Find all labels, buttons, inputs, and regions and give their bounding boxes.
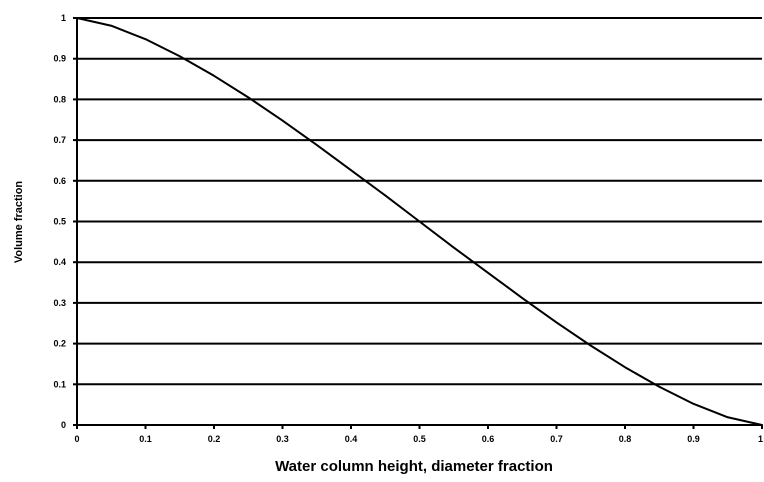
y-tick-label-5: 0.5: [53, 217, 66, 227]
y-tick-label-9: 0.9: [53, 54, 66, 64]
y-tick-label-0: 0: [61, 420, 66, 430]
x-tick-labels: 0 0.1 0.2 0.3 0.4 0.5 0.6 0.7 0.8 0.9 1: [74, 434, 763, 444]
y-tick-label-3: 0.3: [53, 298, 66, 308]
gridlines: [77, 17, 762, 386]
y-tick-label-8: 0.8: [53, 94, 66, 104]
x-tick-label-3: 0.3: [276, 434, 289, 444]
y-tick-label-7: 0.7: [53, 135, 66, 145]
x-tick-label-4: 0.4: [345, 434, 358, 444]
axes: [73, 17, 763, 429]
x-tick-label-9: 0.9: [687, 434, 700, 444]
x-tick-label-8: 0.8: [619, 434, 632, 444]
y-tick-label-4: 0.4: [53, 257, 66, 267]
y-axis-title: Volume fraction: [13, 181, 25, 264]
x-tick-label-6: 0.6: [482, 434, 495, 444]
x-tick-label-7: 0.7: [550, 434, 563, 444]
y-tick-labels: 0 0.1 0.2 0.3 0.4 0.5 0.6 0.7 0.8 0.9 1: [53, 13, 66, 430]
x-tick-label-0: 0: [74, 434, 79, 444]
x-tick-label-2: 0.2: [208, 434, 221, 444]
x-axis-title: Water column height, diameter fraction: [275, 458, 553, 475]
y-tick-label-6: 0.6: [53, 176, 66, 186]
y-tick-label-1: 0.1: [53, 379, 66, 389]
x-tick-label-5: 0.5: [413, 434, 426, 444]
series-line-0: [76, 17, 763, 426]
x-tick-label-10: 1: [758, 434, 763, 444]
x-tick-label-1: 0.1: [139, 434, 152, 444]
series-layer: [76, 17, 763, 426]
y-tick-label-2: 0.2: [53, 339, 66, 349]
y-tick-label-10: 1: [61, 13, 66, 23]
